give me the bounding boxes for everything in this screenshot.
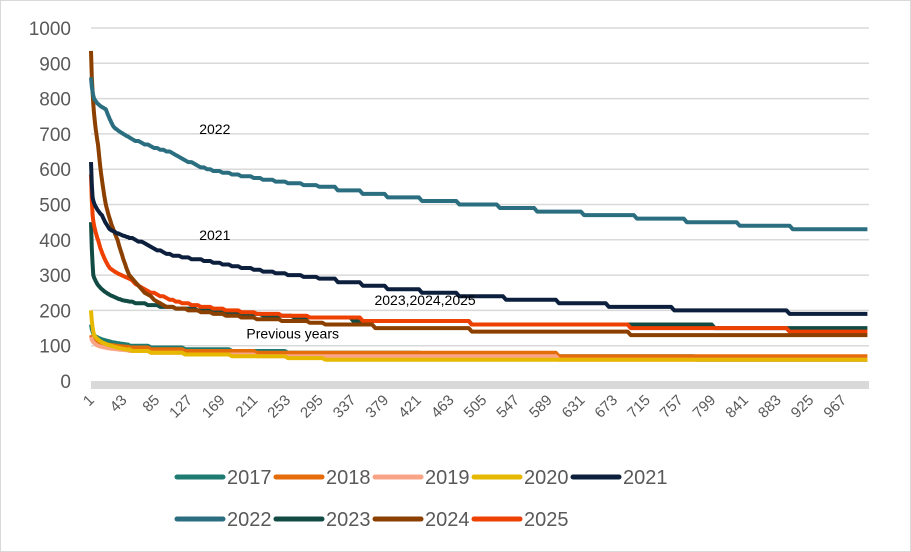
- y-tick-label: 300: [39, 266, 71, 287]
- series-line-2025: [89, 174, 868, 334]
- legend-label-2020: 2020: [524, 467, 569, 489]
- x-tick-label: 883: [755, 392, 785, 422]
- series-line-2018: [89, 334, 868, 359]
- y-tick-label: 600: [39, 160, 71, 181]
- series-line-2022: [89, 77, 868, 232]
- x-tick-label: 85: [139, 392, 163, 416]
- legend-label-2021: 2021: [623, 467, 668, 489]
- y-tick-label: 500: [39, 196, 71, 217]
- x-tick-label: 211: [232, 392, 261, 421]
- x-tick-label: 715: [624, 392, 654, 422]
- x-tick-label: 421: [395, 392, 425, 422]
- y-tick-label: 800: [39, 90, 71, 111]
- legend-label-2017: 2017: [227, 467, 272, 489]
- y-tick-label: 700: [39, 125, 71, 146]
- x-tick-label: 967: [820, 392, 850, 422]
- legend-label-2025: 2025: [524, 509, 569, 531]
- series-line-2021: [89, 162, 868, 316]
- x-tick-label: 547: [493, 392, 523, 422]
- legend-label-2024: 2024: [425, 509, 470, 531]
- annotation-label: 2023,2024,2025: [374, 292, 475, 308]
- x-tick-label: 799: [690, 392, 720, 422]
- legend-label-2019: 2019: [425, 467, 470, 489]
- annotation-label: Previous years: [246, 326, 339, 342]
- x-tick-label: 43: [107, 392, 131, 416]
- series-line-2020: [89, 310, 868, 362]
- x-tick-label: 757: [657, 392, 687, 422]
- x-tick-label: 127: [166, 392, 196, 422]
- x-tick-label: 841: [722, 392, 752, 422]
- y-tick-label: 400: [39, 231, 71, 252]
- y-tick-label: 1000: [29, 19, 71, 40]
- x-tick-label: 295: [297, 392, 327, 422]
- x-tick-label: 589: [526, 392, 556, 422]
- legend-label-2018: 2018: [326, 467, 371, 489]
- x-tick-label: 673: [591, 392, 621, 422]
- x-tick-label: 631: [559, 392, 589, 422]
- x-tick-label: 925: [788, 392, 818, 422]
- x-tick-label: 505: [461, 392, 491, 422]
- series-line-2024: [89, 50, 868, 338]
- y-tick-label: 0: [60, 372, 71, 393]
- annotation-label: 2022: [199, 121, 230, 137]
- y-tick-label: 100: [39, 337, 71, 358]
- x-tick-label: 1: [80, 392, 98, 410]
- y-tick-label: 200: [39, 301, 71, 322]
- x-tick-label: 379: [362, 392, 392, 422]
- x-tick-label: 169: [199, 392, 229, 422]
- x-tick-label: 253: [264, 392, 294, 422]
- x-tick-label: 337: [330, 392, 360, 422]
- x-axis-line: [91, 381, 869, 389]
- annotation-label: 2021: [199, 227, 230, 243]
- x-tick-label: 463: [428, 392, 458, 422]
- y-tick-label: 900: [39, 54, 71, 75]
- legend-label-2022: 2022: [227, 509, 272, 531]
- legend-label-2023: 2023: [326, 509, 371, 531]
